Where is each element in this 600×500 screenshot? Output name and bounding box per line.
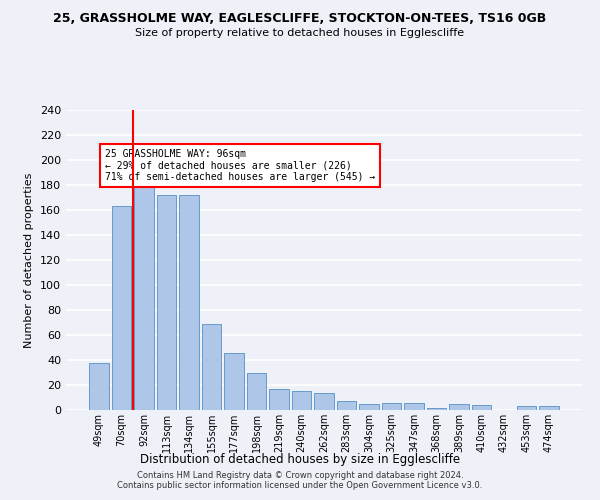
Bar [337,401,356,410]
Bar [449,404,469,410]
Bar [157,195,176,410]
Bar [517,406,536,410]
Text: 25, GRASSHOLME WAY, EAGLESCLIFFE, STOCKTON-ON-TEES, TS16 0GB: 25, GRASSHOLME WAY, EAGLESCLIFFE, STOCKT… [53,12,547,26]
Bar [179,195,199,410]
Text: Size of property relative to detached houses in Egglescliffe: Size of property relative to detached ho… [136,28,464,38]
Bar [134,169,154,410]
Bar [382,402,401,410]
Bar [247,372,266,410]
Text: 25 GRASSHOLME WAY: 96sqm
← 29% of detached houses are smaller (226)
71% of semi-: 25 GRASSHOLME WAY: 96sqm ← 29% of detach… [105,149,376,182]
Bar [427,408,446,410]
Bar [292,391,311,410]
Bar [224,352,244,410]
Text: Distribution of detached houses by size in Egglescliffe: Distribution of detached houses by size … [140,452,460,466]
Y-axis label: Number of detached properties: Number of detached properties [25,172,34,348]
Bar [314,392,334,410]
Text: Contains HM Land Registry data © Crown copyright and database right 2024.
Contai: Contains HM Land Registry data © Crown c… [118,470,482,490]
Bar [89,362,109,410]
Bar [404,402,424,410]
Bar [202,324,221,410]
Bar [269,389,289,410]
Bar [359,404,379,410]
Bar [472,405,491,410]
Bar [112,206,131,410]
Bar [539,406,559,410]
